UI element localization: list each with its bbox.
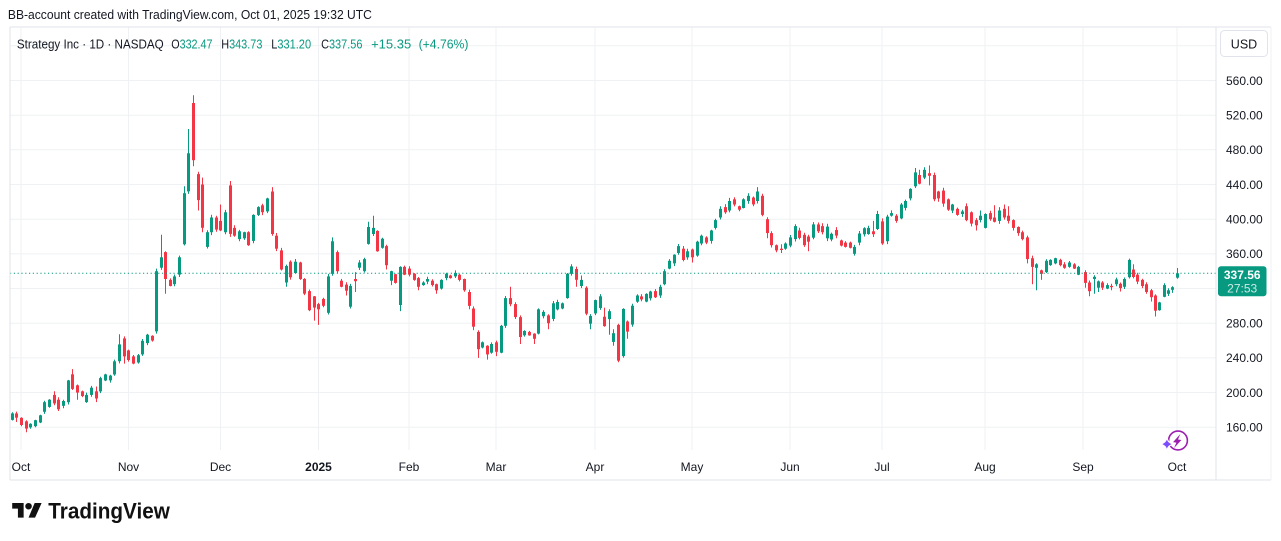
svg-text:Dec: Dec xyxy=(210,460,231,474)
svg-text:Jun: Jun xyxy=(780,460,799,474)
svg-text:May: May xyxy=(681,460,704,474)
svg-text:240.00: 240.00 xyxy=(1226,351,1263,365)
svg-text:L331.20: L331.20 xyxy=(271,36,311,51)
svg-text:200.00: 200.00 xyxy=(1226,386,1263,400)
svg-text:Mar: Mar xyxy=(486,460,507,474)
svg-text:Nov: Nov xyxy=(118,460,139,474)
svg-text:360.00: 360.00 xyxy=(1226,247,1263,261)
svg-text:27:53: 27:53 xyxy=(1227,281,1257,295)
svg-text:520.00: 520.00 xyxy=(1226,109,1263,123)
svg-text:H343.73: H343.73 xyxy=(221,36,262,51)
svg-text:USD: USD xyxy=(1231,37,1257,51)
svg-text:440.00: 440.00 xyxy=(1226,178,1263,192)
svg-text:O332.47: O332.47 xyxy=(171,36,212,51)
svg-text:TradingView: TradingView xyxy=(48,499,170,524)
svg-text:Feb: Feb xyxy=(399,460,420,474)
svg-text:C337.56: C337.56 xyxy=(321,36,362,51)
svg-text:Oct: Oct xyxy=(12,460,31,474)
svg-text:337.56: 337.56 xyxy=(1224,268,1261,282)
svg-text:560.00: 560.00 xyxy=(1226,74,1263,88)
svg-text:(+4.76%): (+4.76%) xyxy=(419,36,469,51)
svg-text:Aug: Aug xyxy=(974,460,995,474)
svg-text:Sep: Sep xyxy=(1072,460,1094,474)
svg-text:BB-account created with Tradin: BB-account created with TradingView.com,… xyxy=(8,7,372,22)
svg-text:Strategy Inc · 1D · NASDAQ: Strategy Inc · 1D · NASDAQ xyxy=(17,36,164,51)
svg-text:Jul: Jul xyxy=(874,460,889,474)
svg-text:280.00: 280.00 xyxy=(1226,317,1263,331)
svg-text:2025: 2025 xyxy=(305,460,332,474)
svg-text:Oct: Oct xyxy=(1168,460,1187,474)
svg-text:400.00: 400.00 xyxy=(1226,213,1263,227)
svg-text:160.00: 160.00 xyxy=(1226,421,1263,435)
svg-text:Apr: Apr xyxy=(586,460,605,474)
svg-text:+15.35: +15.35 xyxy=(371,36,411,51)
svg-text:480.00: 480.00 xyxy=(1226,143,1263,157)
